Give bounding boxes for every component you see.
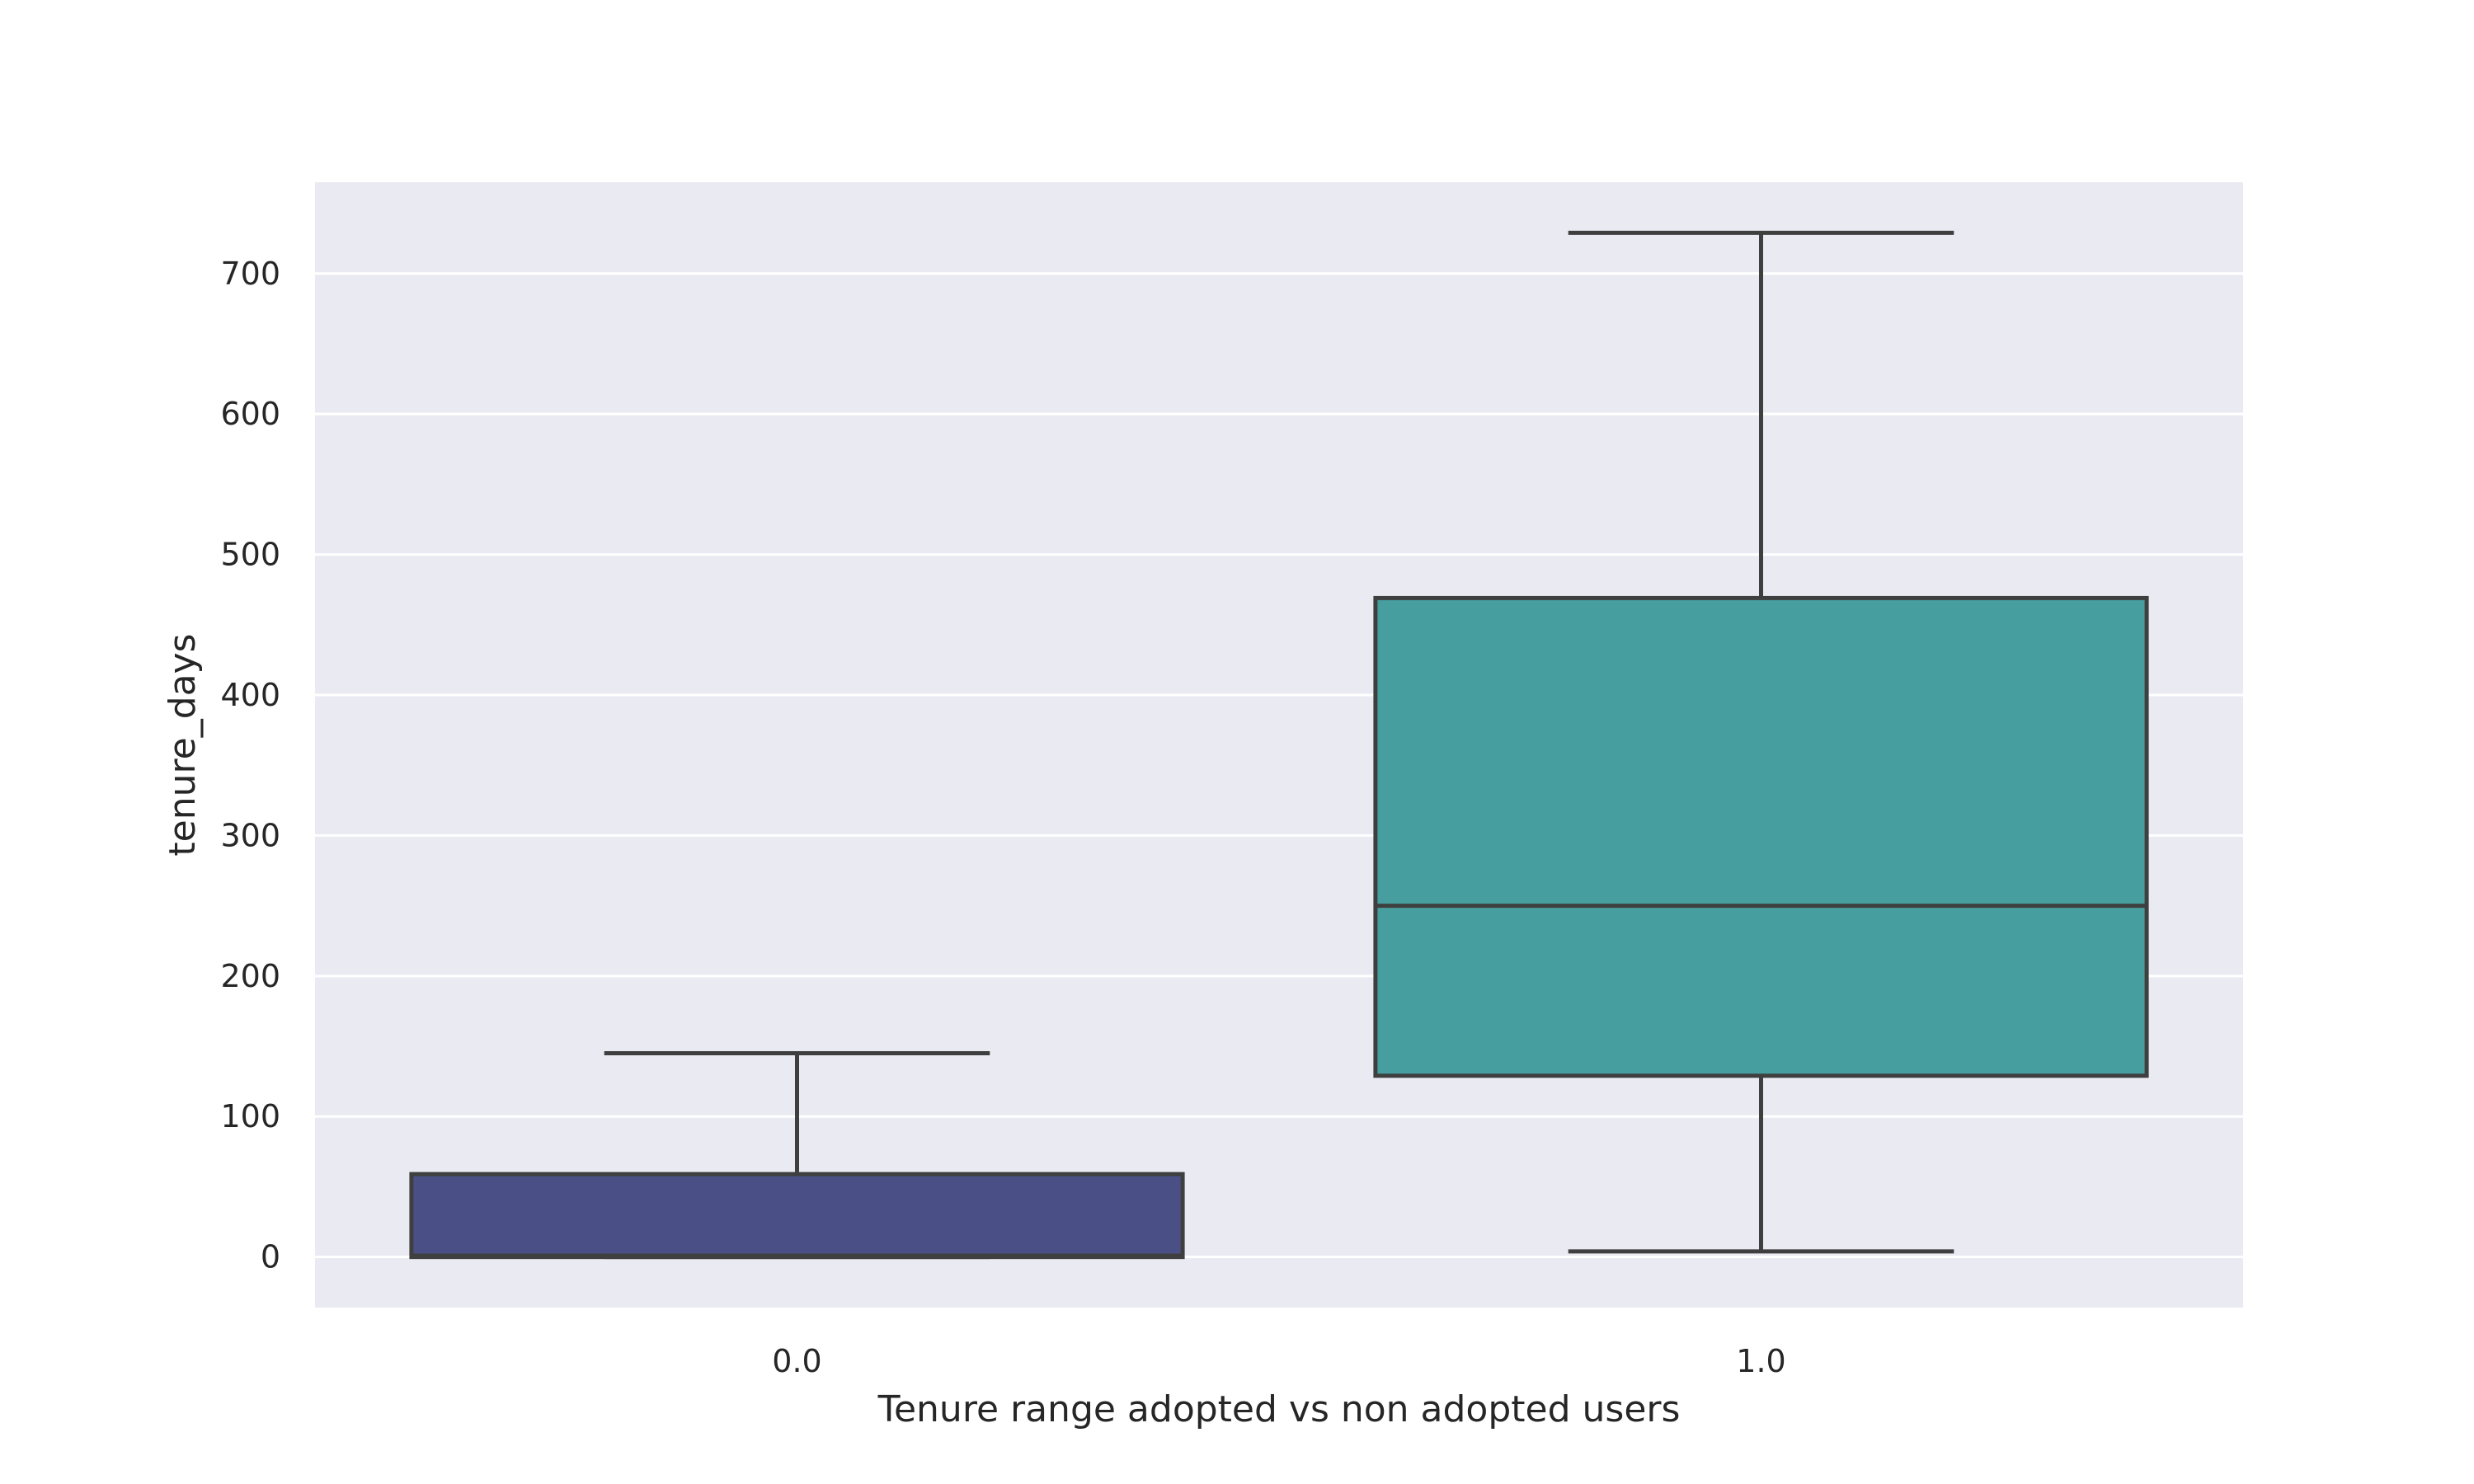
y-tick-label: 500 [220,537,280,573]
x-tick-label: 1.0 [1736,1343,1785,1379]
box-group-0 [409,1051,1185,1260]
y-tick-label: 100 [220,1098,280,1134]
x-tick-labels: 0.0 1.0 [772,1343,1785,1379]
box-group-1 [1373,230,2149,1254]
iqr-box [1373,595,2149,1078]
y-tick-labels: 0 100 200 300 400 500 600 700 [220,256,280,1275]
x-axis-label: Tenure range adopted vs non adopted user… [877,1388,1681,1430]
y-tick-label: 0 [261,1239,280,1275]
y-tick-label: 300 [220,817,280,853]
iqr-box [409,1172,1185,1260]
x-tick-label: 0.0 [772,1343,821,1379]
y-tick-label: 400 [220,677,280,713]
y-tick-label: 600 [220,396,280,432]
y-tick-label: 700 [220,256,280,292]
boxes [409,230,2149,1260]
y-axis-label: tenure_days [162,633,204,856]
y-tick-label: 200 [220,958,280,994]
